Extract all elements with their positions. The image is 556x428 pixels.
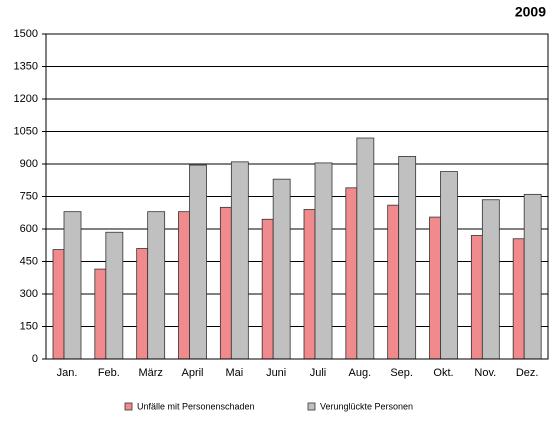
bar bbox=[261, 218, 274, 360]
legend-swatch bbox=[307, 402, 316, 411]
bar bbox=[272, 178, 291, 360]
bar bbox=[52, 249, 65, 360]
bar bbox=[189, 164, 207, 360]
x-tick-label: März bbox=[138, 367, 162, 379]
x-tick-label: Aug. bbox=[349, 367, 372, 379]
bar bbox=[314, 162, 333, 360]
y-tick-label: 1050 bbox=[14, 125, 38, 137]
x-tick-label: Jan. bbox=[57, 367, 78, 379]
bar bbox=[523, 193, 542, 360]
chart-title: 2009 bbox=[515, 4, 546, 20]
x-tick-label: Nov. bbox=[474, 367, 496, 379]
x-tick-label: Okt. bbox=[433, 367, 453, 379]
x-tick-label: Juni bbox=[266, 367, 286, 379]
y-tick-label: 1200 bbox=[14, 93, 38, 105]
legend-label: Unfälle mit Personenschaden bbox=[137, 401, 255, 411]
bar bbox=[481, 199, 500, 360]
y-tick-label: 600 bbox=[20, 223, 38, 235]
bar bbox=[136, 248, 149, 360]
bar bbox=[429, 216, 441, 360]
bar bbox=[147, 211, 166, 360]
y-tick-label: 450 bbox=[20, 255, 38, 267]
y-tick-label: 150 bbox=[20, 320, 38, 332]
x-tick-label: Feb. bbox=[98, 367, 120, 379]
bar bbox=[387, 204, 400, 360]
bar bbox=[303, 209, 316, 360]
x-tick-label: April bbox=[181, 367, 203, 379]
y-tick-label: 0 bbox=[32, 353, 38, 365]
bar bbox=[178, 211, 190, 360]
y-tick-label: 1350 bbox=[14, 60, 38, 72]
legend-swatch bbox=[124, 402, 133, 411]
bar bbox=[105, 231, 124, 360]
x-tick-label: Sep. bbox=[390, 367, 413, 379]
x-tick-label: Mai bbox=[225, 367, 243, 379]
bar bbox=[470, 235, 483, 360]
bar bbox=[63, 211, 82, 360]
x-tick-label: Juli bbox=[310, 367, 327, 379]
bar bbox=[440, 171, 458, 360]
x-tick-label: Dez. bbox=[516, 367, 539, 379]
bar bbox=[398, 156, 417, 360]
bar bbox=[512, 238, 525, 360]
plot-border bbox=[45, 33, 549, 360]
y-tick-label: 750 bbox=[20, 190, 38, 202]
bar bbox=[219, 206, 232, 360]
y-tick-label: 300 bbox=[20, 288, 38, 300]
legend-label: Verunglückte Personen bbox=[320, 401, 413, 411]
bar bbox=[356, 137, 375, 360]
y-tick-label: 1500 bbox=[14, 28, 38, 40]
bar bbox=[230, 161, 249, 360]
y-tick-label: 900 bbox=[20, 158, 38, 170]
bar bbox=[345, 187, 358, 360]
bar bbox=[94, 268, 107, 360]
